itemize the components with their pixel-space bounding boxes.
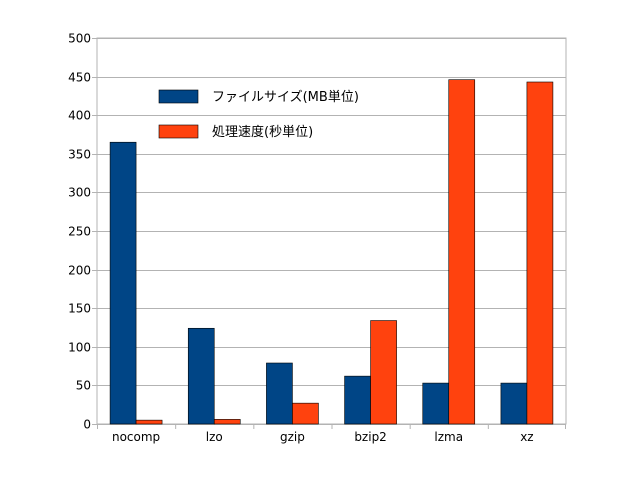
bar-processing-time: [370, 320, 397, 425]
bar-file-size: [187, 327, 215, 425]
bar-processing-time: [448, 79, 476, 425]
x-tick-label: nocomp: [112, 430, 160, 444]
bar-file-size: [344, 375, 371, 425]
bars: [109, 79, 554, 425]
y-tick-label: 500: [68, 32, 91, 46]
x-tick-label: gzip: [280, 430, 305, 444]
y-tick-label: 350: [68, 148, 91, 162]
y-axis: 0 50 100 150 200 250 300 350 400 450 500: [68, 32, 97, 432]
bar-file-size: [266, 362, 293, 425]
x-axis: nocomp lzo gzip bzip2 lzma xz: [97, 424, 566, 444]
y-tick-label: 50: [76, 379, 91, 393]
bar-file-size: [500, 382, 528, 425]
y-tick-label: 200: [68, 264, 91, 278]
y-tick-label: 150: [68, 302, 91, 316]
x-tick-label: bzip2: [354, 430, 387, 444]
bar-processing-time: [213, 419, 241, 425]
legend-label-speed: 処理速度(秒単位): [212, 124, 313, 140]
y-tick-label: 0: [83, 418, 91, 432]
x-tick-label: lzo: [206, 430, 223, 444]
y-tick-label: 400: [68, 109, 91, 123]
bar-file-size: [422, 382, 450, 425]
bar-processing-time: [526, 81, 554, 425]
y-tick-label: 250: [68, 225, 91, 239]
bar-processing-time: [292, 402, 319, 425]
legend-swatch-speed: [158, 124, 199, 139]
x-tick-label: lzma: [434, 430, 463, 444]
bar-file-size: [109, 141, 137, 425]
legend: ファイルサイズ(MB単位) 処理速度(秒単位): [158, 89, 359, 140]
legend-label-size: ファイルサイズ(MB単位): [212, 89, 359, 105]
bar-processing-time: [135, 419, 163, 425]
legend-swatch-size: [158, 89, 199, 104]
x-tick-label: xz: [520, 430, 533, 444]
y-tick-label: 300: [68, 186, 91, 200]
y-tick-label: 100: [68, 341, 91, 355]
y-tick-label: 450: [68, 71, 91, 85]
